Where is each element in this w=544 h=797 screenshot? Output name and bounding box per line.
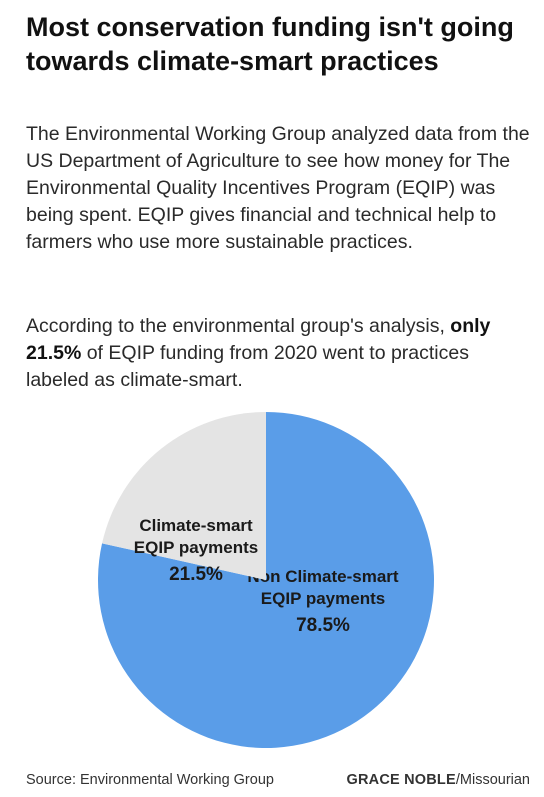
byline-name: GRACE NOBLE	[346, 772, 456, 788]
slice-label-line: EQIP payments	[261, 589, 385, 608]
slice-label-line: Non Climate-smart	[247, 567, 398, 586]
slice-label-climate-smart: Climate-smart EQIP payments 21.5%	[134, 516, 258, 585]
analysis-text-before: According to the environmental group's a…	[26, 315, 451, 337]
slice-label-line: Climate-smart	[139, 516, 253, 535]
slice-label-line: EQIP payments	[134, 538, 258, 557]
byline-org: /Missourian	[455, 772, 530, 788]
source-note: Source: Environmental Working Group	[26, 772, 274, 788]
slice-label-non-climate-smart: Non Climate-smart EQIP payments 78.5%	[247, 567, 398, 636]
pie-slice-climate-smart	[102, 412, 266, 580]
byline: GRACE NOBLE/Missourian	[347, 772, 530, 788]
analysis-text: According to the environmental group's a…	[26, 313, 536, 394]
intro-text: The Environmental Working Group analyzed…	[26, 123, 530, 253]
chart-title: Most conservation funding isn't going to…	[26, 12, 514, 76]
pie-chart: Non Climate-smart EQIP payments 78.5% Clima…	[98, 412, 435, 748]
analysis-highlight: only 21.5%	[26, 315, 491, 364]
pie-slice-non-climate-smart	[98, 412, 435, 748]
analysis-text-after: of EQIP funding from 2020 went to practi…	[26, 342, 469, 391]
slice-value-label: 78.5%	[296, 615, 350, 636]
slice-value-label: 21.5%	[169, 564, 223, 585]
